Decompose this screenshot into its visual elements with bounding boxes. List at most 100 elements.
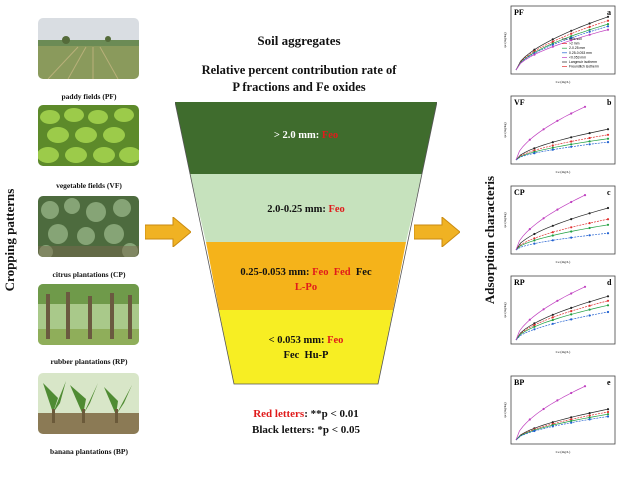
isotherm-point	[583, 385, 587, 388]
panel-legend-entry: <0.053 mm	[569, 55, 586, 59]
caption-vegetable-fields: vegetable fields (VF)	[56, 181, 122, 190]
isotherm-point	[606, 413, 610, 416]
isotherm-curve	[515, 416, 609, 441]
arrow-right-icon	[145, 217, 191, 247]
panel-legend-entry: Bulk soil	[569, 37, 582, 41]
isotherm-point	[542, 407, 545, 411]
isotherm-point	[570, 292, 573, 295]
isotherm-point	[551, 43, 554, 46]
panel-frame	[510, 375, 616, 445]
panel-letter: c	[607, 188, 611, 197]
legend-black: Black letters: *p < 0.05	[251, 424, 360, 436]
isotherm-point	[588, 304, 591, 307]
isotherm-point	[533, 232, 536, 236]
isotherm-point	[551, 425, 554, 428]
subheading-line2: P fractions and Fe oxides	[232, 80, 366, 94]
isotherm-point	[588, 22, 591, 25]
isotherm-point	[606, 206, 610, 210]
isotherm-curve	[515, 304, 609, 341]
isotherm-curve	[515, 295, 609, 341]
isotherm-point	[588, 418, 591, 421]
isotherm-point	[583, 285, 587, 288]
isotherm-point	[570, 306, 573, 309]
isotherm-point	[551, 148, 554, 151]
isotherm-curve	[515, 138, 609, 161]
panel-frame	[510, 185, 616, 255]
isotherm-point	[570, 419, 573, 423]
isotherm-point	[588, 212, 591, 215]
funnel-layer-2	[190, 174, 422, 242]
isotherm-point	[533, 429, 536, 433]
layer-2-text: 2.0-0.25 mm: Feo	[267, 204, 345, 215]
isotherm-curve	[515, 20, 609, 71]
isotherm-point	[588, 416, 591, 419]
isotherm-point	[570, 310, 573, 313]
isotherm-point	[588, 314, 591, 317]
panel-tag: PF	[514, 8, 524, 17]
isotherm-point	[570, 421, 573, 424]
panel-legend-entry: >2 mm	[569, 42, 580, 46]
isotherm-point	[606, 133, 610, 136]
isotherm-curve	[515, 408, 609, 441]
panel-ylabel: qe (mg/kg)	[503, 301, 507, 317]
panel-tag: CP	[514, 188, 525, 197]
isotherm-point	[533, 325, 536, 328]
panel-letter: a	[607, 8, 611, 17]
panel-letter: e	[607, 378, 611, 387]
panel-frame	[510, 275, 616, 345]
isotherm-point	[551, 239, 554, 242]
cropping-patterns-label: Cropping patterns	[2, 188, 17, 292]
isotherm-point	[570, 140, 573, 143]
panel-frame	[510, 95, 616, 165]
isotherm-point	[533, 239, 536, 242]
isotherm-point	[570, 32, 573, 35]
isotherm-curve	[515, 232, 609, 251]
adsorption-panel-a: PF a qe (mg/kg) Ce (mg/L) Bulk soil >2 mm 2-0.…	[500, 4, 618, 88]
adsorption-label: Adsorption characteris	[482, 175, 497, 305]
isotherm-point	[570, 29, 573, 32]
isotherm-point	[606, 218, 610, 221]
isotherm-point	[606, 23, 610, 26]
isotherm-point	[533, 147, 536, 150]
isotherm-point	[528, 318, 531, 321]
isotherm-point	[570, 391, 573, 395]
isotherm-point	[570, 39, 573, 42]
isotherm-curve	[515, 25, 609, 71]
isotherm-point	[588, 414, 591, 417]
isotherm-point	[606, 141, 610, 144]
isotherm-point	[570, 230, 573, 233]
isotherm-curve	[515, 286, 586, 341]
isotherm-point	[551, 224, 554, 227]
caption-rubber-plantations: rubber plantations (RP)	[50, 357, 128, 366]
isotherm-point	[570, 226, 573, 229]
panel-tag: VF	[514, 98, 525, 107]
isotherm-point	[588, 28, 591, 31]
isotherm-curve	[515, 411, 609, 441]
isotherm-point	[606, 299, 610, 302]
panel-ylabel: qe (mg/kg)	[503, 401, 507, 417]
isotherm-point	[551, 313, 554, 316]
isotherm-point	[606, 128, 610, 131]
layer-3-text: 0.25-0.053 mm: Feo Fed Fec L-Po	[240, 267, 372, 293]
isotherm-point	[588, 30, 591, 33]
isotherm-point	[588, 136, 591, 140]
isotherm-point	[556, 208, 559, 211]
isotherm-point	[583, 194, 587, 197]
aggregate-funnel	[175, 102, 437, 385]
isotherm-curve	[515, 128, 609, 161]
panel-legend-entry: 2-0.25 mm	[569, 46, 585, 50]
panel-tag: RP	[514, 278, 525, 287]
isotherm-point	[533, 152, 536, 155]
isotherm-curve	[515, 134, 609, 161]
isotherm-point	[551, 322, 554, 325]
panel-xlabel: Ce (mg/L)	[556, 170, 572, 174]
isotherm-point	[570, 218, 573, 221]
isotherm-point	[551, 234, 554, 237]
isotherm-point	[551, 38, 554, 41]
isotherm-point	[570, 416, 573, 419]
layer-1-text: > 2.0 mm: Feo	[273, 130, 339, 141]
panel-legend-entry: Freundlich isotherm	[569, 65, 599, 69]
isotherm-point	[533, 324, 536, 327]
isotherm-point	[606, 310, 610, 314]
isotherm-point	[551, 146, 554, 149]
